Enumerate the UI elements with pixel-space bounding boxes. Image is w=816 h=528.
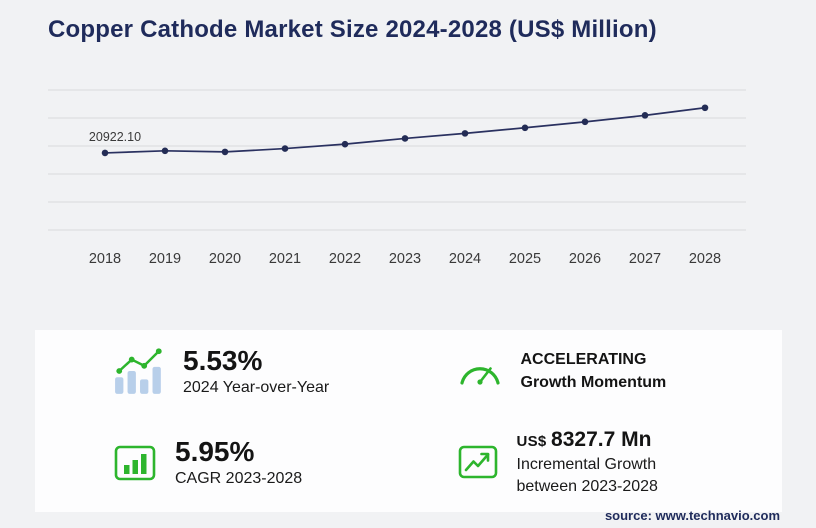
incremental-label-line2: between 2023-2028 <box>516 477 658 495</box>
svg-text:2021: 2021 <box>269 251 301 267</box>
yoy-value: 5.53% <box>183 344 263 376</box>
momentum-line1: ACCELERATING <box>520 350 647 368</box>
momentum-line2: Growth Momentum <box>520 373 667 391</box>
stat-incremental: US$ 8327.7 Mn Incremental Growth between… <box>409 427 783 497</box>
stat-cagr: 5.95% CAGR 2023-2028 <box>35 427 409 497</box>
page-title: Copper Cathode Market Size 2024-2028 (US… <box>48 16 657 43</box>
incremental-label-line1: Incremental Growth <box>516 456 657 474</box>
svg-text:2022: 2022 <box>329 251 361 267</box>
stat-yoy: 5.53% 2024 Year-over-Year <box>35 345 409 397</box>
svg-text:2018: 2018 <box>89 251 121 267</box>
boxed-growth-arrow-icon <box>457 443 499 481</box>
svg-text:2019: 2019 <box>149 251 181 267</box>
speedometer-icon <box>457 355 503 387</box>
incremental-value: 8327.7 Mn <box>551 427 652 451</box>
svg-text:2028: 2028 <box>689 251 721 267</box>
svg-text:2025: 2025 <box>509 251 541 267</box>
svg-text:2024: 2024 <box>449 251 481 267</box>
boxed-bar-chart-icon <box>113 441 157 483</box>
svg-text:20922.10: 20922.10 <box>89 130 141 144</box>
yoy-label: 2024 Year-over-Year <box>183 378 330 396</box>
svg-text:2026: 2026 <box>569 251 601 267</box>
stats-panel: 5.53% 2024 Year-over-Year ACCELERATING G… <box>35 330 782 512</box>
svg-text:2023: 2023 <box>389 251 421 267</box>
source-attribution: source: www.technavio.com <box>604 508 780 523</box>
market-size-chart-area: 20922.10 2018 2019 2020 2021 2022 2023 2024 2025… <box>48 78 748 283</box>
stat-momentum: ACCELERATING Growth Momentum <box>409 345 783 397</box>
incremental-currency: US$ <box>516 432 547 450</box>
svg-text:2027: 2027 <box>629 251 661 267</box>
bar-chart-trend-icon <box>113 346 165 396</box>
svg-text:2020: 2020 <box>209 251 241 267</box>
cagr-value: 5.95% <box>175 436 255 467</box>
cagr-label: CAGR 2023-2028 <box>175 470 303 488</box>
market-size-line-chart: 20922.10 2018 2019 2020 2021 2022 2023 2024 2025… <box>48 89 746 267</box>
